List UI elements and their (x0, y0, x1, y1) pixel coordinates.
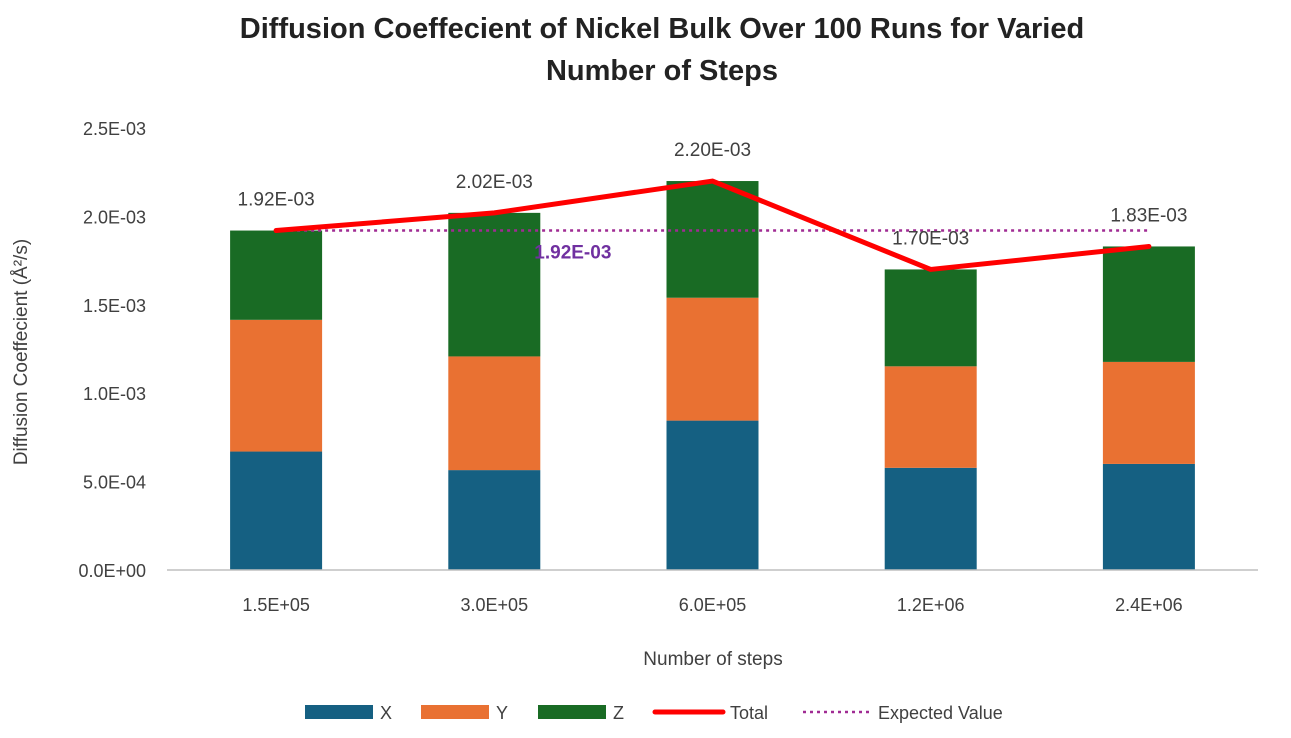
legend-label-z: Z (613, 703, 624, 723)
legend-swatch-y (421, 705, 489, 719)
bar-y-4 (884, 366, 977, 468)
total-data-label: 1.70E-03 (892, 228, 969, 249)
y-axis-tick-labels: 0.0E+00 5.0E-04 1.0E-03 1.5E-03 2.0E-03 2.5E-… (78, 119, 146, 581)
x-tick-label: 2.4E+06 (1115, 595, 1183, 615)
x-axis-label: Number of steps (643, 649, 782, 670)
x-tick-label: 3.0E+05 (461, 595, 529, 615)
legend-label-total: Total (730, 703, 768, 723)
bar-z-5 (1102, 246, 1195, 362)
bar-y-1 (230, 319, 323, 452)
data-labels: 1.92E-03 2.02E-03 2.20E-03 1.70E-03 1.83E-03… (238, 140, 1188, 264)
bar-z-2 (448, 212, 541, 357)
bar-x-2 (448, 470, 541, 570)
y-tick-label: 1.0E-03 (83, 384, 146, 404)
x-tick-label: 1.5E+05 (242, 595, 310, 615)
total-data-label: 2.20E-03 (674, 140, 751, 161)
bar-x-3 (666, 420, 759, 570)
y-tick-label: 2.0E-03 (83, 207, 146, 227)
y-axis-label: Diffusion Coeffecient (Å²/s) (11, 239, 32, 465)
y-tick-label: 0.0E+00 (78, 561, 146, 581)
total-line (273, 178, 1152, 272)
total-data-label: 2.02E-03 (456, 172, 533, 193)
expected-value-data-label: 1.92E-03 (534, 243, 611, 264)
legend-label-x: X (380, 703, 392, 723)
x-axis-tick-labels: 1.5E+05 3.0E+05 6.0E+05 1.2E+06 2.4E+06 (242, 595, 1182, 615)
total-data-label: 1.92E-03 (238, 190, 315, 211)
legend-label-expected-value: Expected Value (878, 703, 1003, 723)
total-data-label: 1.83E-03 (1110, 205, 1187, 226)
legend-label-y: Y (496, 703, 508, 723)
y-tick-label: 5.0E-04 (83, 473, 146, 493)
stacked-bars (230, 181, 1195, 570)
bar-x-4 (884, 467, 977, 570)
y-tick-label: 1.5E-03 (83, 296, 146, 316)
bar-y-5 (1102, 361, 1195, 464)
bar-x-5 (1102, 463, 1195, 570)
y-tick-label: 2.5E-03 (83, 119, 146, 139)
legend-swatch-x (305, 705, 373, 719)
legend-swatch-z (538, 705, 606, 719)
chart-title-line-2: Number of Steps (546, 55, 778, 87)
bar-y-2 (448, 356, 541, 471)
x-tick-label: 6.0E+05 (679, 595, 747, 615)
bar-z-1 (230, 230, 323, 320)
bar-z-4 (884, 269, 977, 367)
bar-z-3 (666, 181, 759, 298)
bar-x-1 (230, 451, 323, 570)
x-tick-label: 1.2E+06 (897, 595, 965, 615)
bar-y-3 (666, 297, 759, 421)
chart-title-line-1: Diffusion Coeffecient of Nickel Bulk Ove… (240, 13, 1084, 45)
line-series (273, 178, 1152, 272)
legend: X Y Z Total Expected Value (305, 703, 1003, 723)
